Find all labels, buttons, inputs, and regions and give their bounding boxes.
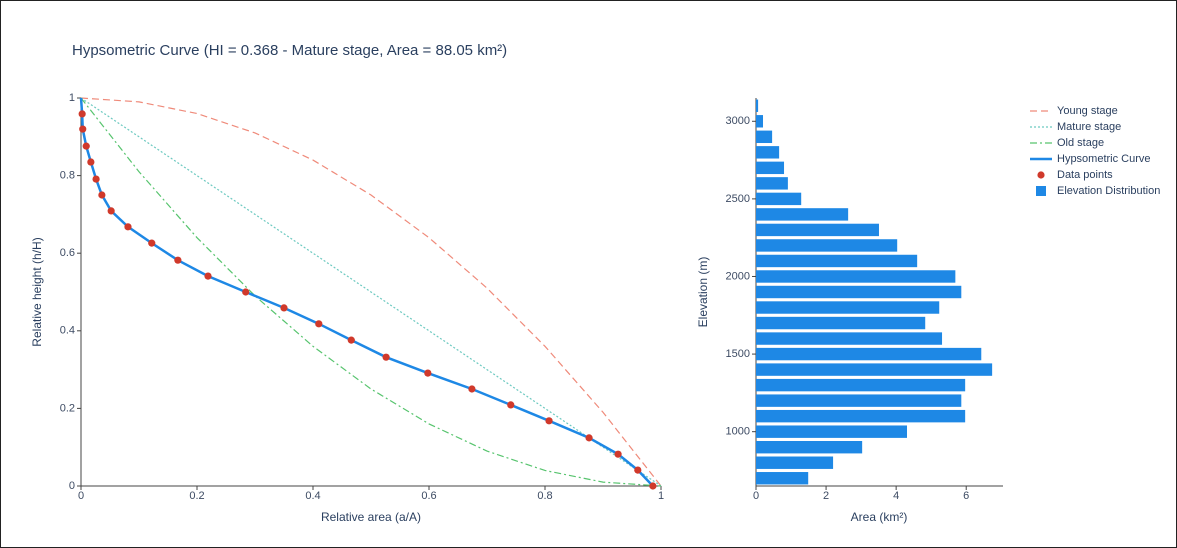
data-point xyxy=(634,466,642,474)
y-tick-label: 0.8 xyxy=(60,170,75,182)
x-axis-label: Area (km²) xyxy=(851,510,908,524)
bar xyxy=(756,115,764,128)
data-point xyxy=(507,401,515,409)
data-point xyxy=(148,239,156,247)
bar xyxy=(756,239,898,252)
x-tick-label: 0.6 xyxy=(421,490,436,502)
data-point xyxy=(87,158,95,166)
x-tick-label: 0 xyxy=(753,490,759,502)
x-axis-label: Relative area (a/A) xyxy=(321,510,421,524)
legend-label: Data points xyxy=(1057,169,1113,181)
data-point xyxy=(585,434,593,442)
data-point xyxy=(468,385,476,393)
x-tick-label: 0.4 xyxy=(305,490,320,502)
bar xyxy=(756,223,879,237)
legend-label: Elevation Distribution xyxy=(1057,185,1160,197)
bar xyxy=(756,130,773,144)
bar xyxy=(756,208,849,221)
bar xyxy=(756,425,908,438)
bar xyxy=(756,270,956,283)
bar xyxy=(756,347,982,361)
bar xyxy=(756,316,926,330)
bar xyxy=(756,409,966,423)
data-point xyxy=(78,110,86,118)
legend-label: Old stage xyxy=(1057,137,1104,149)
series-line xyxy=(80,97,662,487)
data-point xyxy=(174,256,182,264)
bar xyxy=(756,285,962,299)
legend-label: Mature stage xyxy=(1057,121,1121,133)
bar xyxy=(756,301,940,314)
bar xyxy=(756,146,780,159)
y-tick-label: 0.2 xyxy=(60,402,75,414)
series-line xyxy=(80,97,662,487)
data-point xyxy=(92,175,100,183)
y-axis-label: Elevation (m) xyxy=(696,257,710,328)
x-tick-label: 0 xyxy=(78,490,84,502)
data-point xyxy=(124,223,132,231)
bar xyxy=(756,99,759,112)
bar xyxy=(756,177,788,190)
data-point xyxy=(82,142,90,150)
legend-label: Hypsometric Curve xyxy=(1057,153,1151,165)
legend-label: Young stage xyxy=(1057,105,1118,117)
data-point xyxy=(98,191,106,199)
y-tick-label: 1000 xyxy=(726,426,750,438)
y-tick-label: 0.4 xyxy=(60,325,75,337)
data-point xyxy=(614,450,622,458)
series-line xyxy=(80,97,662,487)
legend-swatch xyxy=(1036,186,1046,196)
data-point xyxy=(649,482,657,490)
x-tick-label: 1 xyxy=(658,490,664,502)
bar xyxy=(756,472,809,485)
y-tick-label: 1 xyxy=(69,92,75,104)
bar xyxy=(756,254,918,268)
x-tick-label: 4 xyxy=(893,490,899,502)
data-point xyxy=(315,320,323,328)
y-tick-label: 2000 xyxy=(726,270,750,282)
bar xyxy=(756,440,863,454)
bar xyxy=(756,394,962,407)
y-tick-label: 1500 xyxy=(726,348,750,360)
y-axis-label: Relative height (h/H) xyxy=(30,237,44,346)
x-tick-label: 6 xyxy=(963,490,969,502)
bar xyxy=(756,456,834,469)
data-point xyxy=(204,272,212,280)
data-point xyxy=(424,369,432,377)
data-point xyxy=(242,288,250,296)
bar xyxy=(756,332,943,345)
x-tick-label: 0.2 xyxy=(189,490,204,502)
data-point xyxy=(79,125,87,133)
data-point xyxy=(347,336,355,344)
bar xyxy=(756,161,785,175)
legend-swatch xyxy=(1037,171,1045,179)
y-tick-label: 0.6 xyxy=(60,247,75,259)
bar xyxy=(756,363,993,376)
y-tick-label: 0 xyxy=(69,480,75,492)
x-tick-label: 0.8 xyxy=(537,490,552,502)
y-tick-label: 2500 xyxy=(726,193,750,205)
y-tick-label: 3000 xyxy=(726,115,750,127)
data-point xyxy=(382,353,390,361)
data-point xyxy=(545,417,553,425)
data-point xyxy=(107,207,115,215)
data-point xyxy=(280,304,288,312)
chart-title: Hypsometric Curve (HI = 0.368 - Mature s… xyxy=(72,42,507,59)
x-tick-label: 2 xyxy=(823,490,829,502)
bar xyxy=(756,192,802,206)
bar xyxy=(756,378,966,392)
